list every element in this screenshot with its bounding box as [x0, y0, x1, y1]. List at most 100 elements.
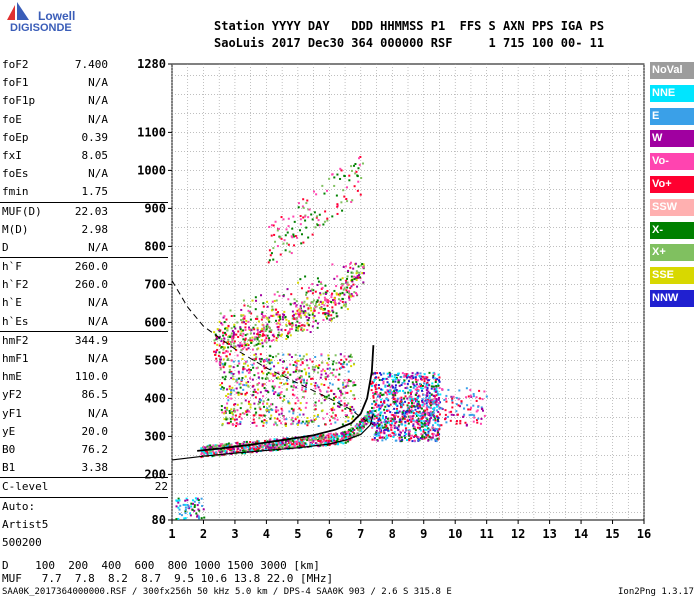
- echo-point: [472, 395, 475, 398]
- echo-point: [395, 403, 398, 406]
- echo-point: [311, 283, 314, 286]
- echo-point: [260, 443, 263, 446]
- echo-point: [426, 418, 429, 421]
- echo-point: [266, 323, 269, 326]
- echo-point: [400, 420, 403, 423]
- echo-point: [399, 440, 402, 443]
- echo-point: [192, 502, 195, 505]
- echo-point: [243, 344, 246, 347]
- echo-point: [355, 272, 358, 275]
- echo-point: [313, 414, 316, 417]
- param-value: N/A: [88, 240, 108, 254]
- echo-point: [282, 360, 285, 363]
- echo-point: [407, 422, 410, 425]
- echo-point: [325, 298, 328, 301]
- echo-point: [333, 398, 336, 401]
- echo-point: [429, 406, 432, 409]
- echo-point: [220, 338, 223, 341]
- echo-point: [247, 380, 250, 383]
- echo-point: [307, 367, 310, 370]
- echo-point: [250, 329, 253, 332]
- echo-point: [279, 323, 282, 326]
- param-separator: [0, 477, 168, 479]
- echo-point: [248, 448, 251, 451]
- echo-point: [331, 292, 334, 295]
- echo-point: [328, 367, 331, 370]
- echo-point: [326, 362, 329, 365]
- echo-point: [254, 444, 257, 447]
- echo-point: [215, 349, 218, 352]
- echo-point: [288, 442, 291, 445]
- echo-point: [319, 437, 322, 440]
- echo-point: [281, 440, 284, 443]
- echo-point: [249, 449, 252, 452]
- echo-point: [240, 402, 243, 405]
- echo-point: [233, 325, 236, 328]
- echo-point: [344, 436, 347, 439]
- echo-point: [346, 281, 349, 284]
- echo-point: [255, 367, 258, 370]
- echo-point: [218, 454, 221, 457]
- echo-point: [379, 429, 382, 432]
- echo-point: [311, 365, 314, 368]
- echo-point: [244, 360, 247, 363]
- echo-point: [299, 358, 302, 361]
- echo-point: [434, 381, 437, 384]
- echo-point: [348, 295, 351, 298]
- echo-point: [334, 354, 337, 357]
- echo-point: [233, 407, 236, 410]
- echo-point: [221, 386, 224, 389]
- echo-point: [278, 413, 281, 416]
- echo-point: [272, 387, 275, 390]
- echo-point: [240, 348, 243, 351]
- echo-point: [237, 391, 240, 394]
- echo-point: [288, 322, 291, 325]
- echo-point: [270, 252, 273, 255]
- echo-point: [304, 311, 307, 314]
- echo-point: [258, 382, 261, 385]
- echo-point: [256, 327, 259, 330]
- echo-point: [330, 437, 333, 440]
- echo-point: [379, 392, 382, 395]
- echo-point: [267, 361, 270, 364]
- echo-point: [428, 371, 431, 374]
- echo-point: [238, 415, 241, 418]
- echo-point: [277, 447, 280, 450]
- echo-point: [219, 312, 222, 315]
- echo-point: [227, 324, 230, 327]
- echo-point: [298, 413, 301, 416]
- echo-point: [300, 375, 303, 378]
- param-label: fmin: [2, 185, 29, 199]
- param-row: Artist5: [0, 516, 168, 534]
- echo-point: [383, 428, 386, 431]
- echo-point: [343, 175, 346, 178]
- echo-point: [351, 279, 354, 282]
- echo-point: [472, 420, 475, 423]
- echo-point: [212, 450, 215, 453]
- echo-point: [231, 412, 234, 415]
- echo-point: [365, 416, 368, 419]
- echo-point: [315, 216, 318, 219]
- echo-point: [387, 427, 390, 430]
- echo-point: [280, 375, 283, 378]
- echo-point: [293, 220, 296, 223]
- echo-point: [236, 423, 239, 426]
- echo-point: [216, 328, 219, 331]
- echo-point: [269, 417, 272, 420]
- echo-point: [184, 517, 187, 520]
- echo-point: [284, 234, 287, 237]
- echo-point: [396, 373, 399, 376]
- echo-point: [376, 414, 379, 417]
- echo-point: [432, 394, 435, 397]
- echo-point: [296, 446, 299, 449]
- echo-point: [438, 402, 441, 405]
- echo-point: [407, 433, 410, 436]
- echo-point: [221, 445, 224, 448]
- echo-point: [307, 307, 310, 310]
- echo-point: [354, 262, 357, 265]
- echo-point: [278, 294, 281, 297]
- echo-point: [344, 414, 347, 417]
- echo-point: [275, 337, 278, 340]
- echo-point: [384, 423, 387, 426]
- echo-point: [257, 448, 260, 451]
